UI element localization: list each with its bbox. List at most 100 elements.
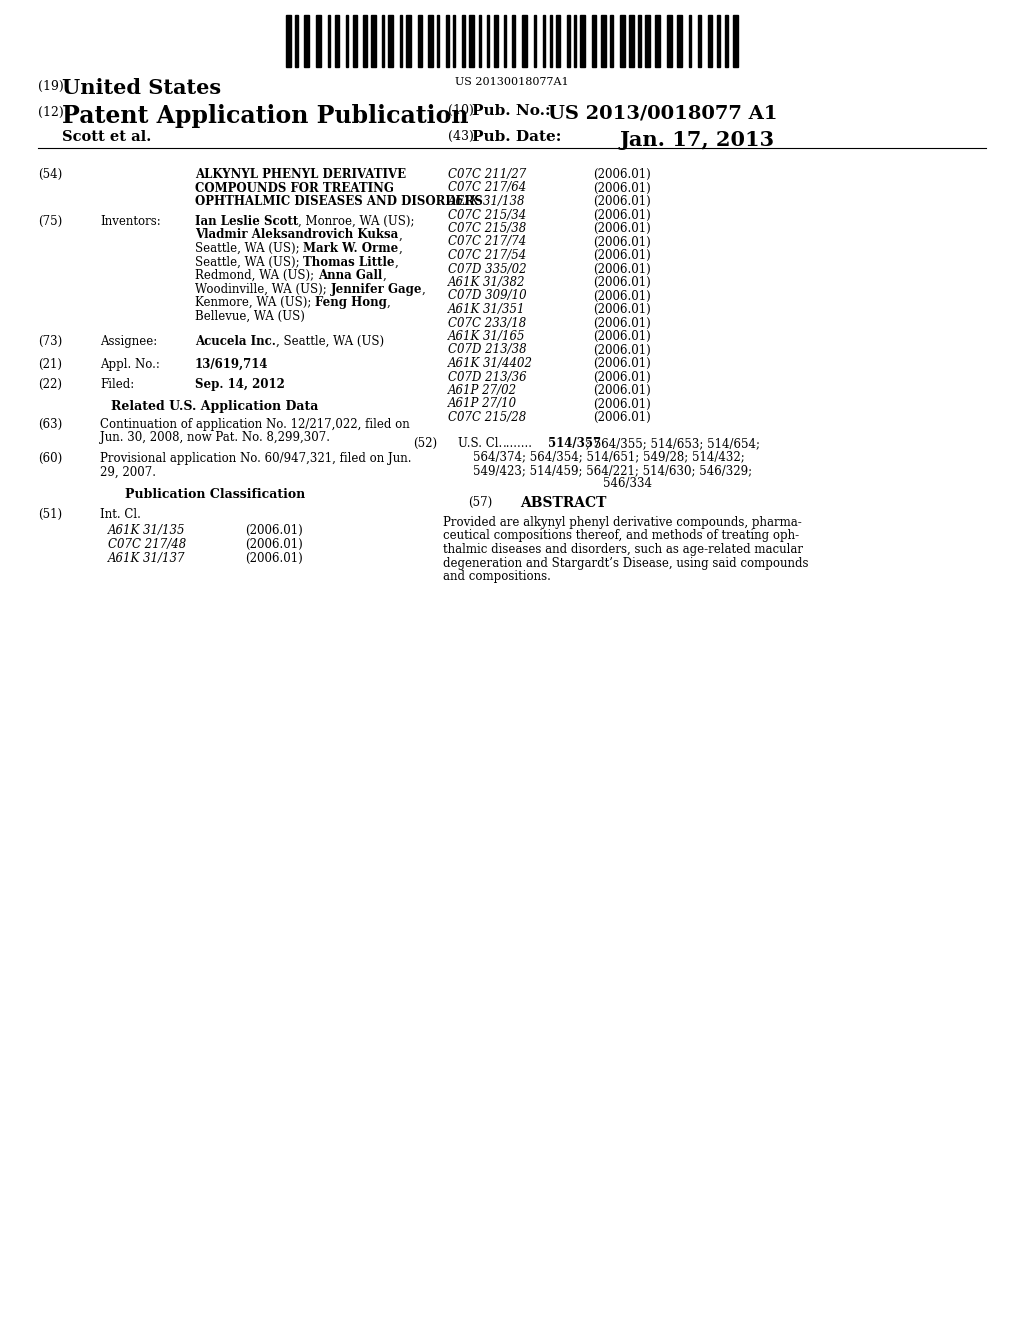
Text: Thomas Little: Thomas Little (303, 256, 395, 268)
Text: ABSTRACT: ABSTRACT (520, 496, 606, 510)
Bar (645, 15, 650, 67)
Text: US 20130018077A1: US 20130018077A1 (456, 77, 568, 87)
Text: ........: ........ (503, 437, 534, 450)
Text: Kenmore, WA (US);: Kenmore, WA (US); (195, 296, 315, 309)
Bar (388, 15, 393, 67)
Text: 13/619,714: 13/619,714 (195, 358, 268, 371)
Bar (494, 15, 498, 67)
Text: (19): (19) (38, 81, 63, 92)
Text: C07C 215/28: C07C 215/28 (449, 411, 526, 424)
Text: 514/357: 514/357 (548, 437, 601, 450)
Text: Related U.S. Application Data: Related U.S. Application Data (112, 400, 318, 413)
Text: ,: , (387, 296, 391, 309)
Text: (2006.01): (2006.01) (245, 552, 303, 565)
Text: (73): (73) (38, 335, 62, 348)
Text: C07C 233/18: C07C 233/18 (449, 317, 526, 330)
Text: (60): (60) (38, 451, 62, 465)
Bar (677, 15, 682, 67)
Text: A61P 27/10: A61P 27/10 (449, 397, 517, 411)
Text: C07C 215/38: C07C 215/38 (449, 222, 526, 235)
Text: A61P 27/02: A61P 27/02 (449, 384, 517, 397)
Text: A61K 31/137: A61K 31/137 (108, 552, 185, 565)
Bar (462, 15, 465, 67)
Text: Feng Hong: Feng Hong (315, 296, 387, 309)
Bar (556, 15, 560, 67)
Text: C07C 217/48: C07C 217/48 (108, 539, 186, 550)
Text: ,: , (398, 242, 402, 255)
Bar (316, 15, 321, 67)
Text: Pub. No.:: Pub. No.: (472, 104, 551, 117)
Text: US 2013/0018077 A1: US 2013/0018077 A1 (548, 104, 777, 121)
Bar (543, 15, 545, 67)
Bar (371, 15, 376, 67)
Text: (21): (21) (38, 358, 62, 371)
Text: (2006.01): (2006.01) (593, 330, 650, 343)
Text: Redmond, WA (US);: Redmond, WA (US); (195, 269, 317, 282)
Text: (2006.01): (2006.01) (593, 249, 650, 261)
Bar (382, 15, 384, 67)
Bar (534, 15, 536, 67)
Text: 564/374; 564/354; 514/651; 549/28; 514/432;: 564/374; 564/354; 514/651; 549/28; 514/4… (473, 450, 744, 463)
Bar (725, 15, 728, 67)
Text: A61K 31/382: A61K 31/382 (449, 276, 525, 289)
Text: A61K 31/135: A61K 31/135 (108, 524, 185, 537)
Text: A61K 31/138: A61K 31/138 (449, 195, 525, 209)
Bar (446, 15, 449, 67)
Text: (57): (57) (468, 496, 493, 510)
Bar (580, 15, 585, 67)
Text: (54): (54) (38, 168, 62, 181)
Text: C07C 217/64: C07C 217/64 (449, 181, 526, 194)
Text: (63): (63) (38, 418, 62, 432)
Bar (362, 15, 367, 67)
Bar (346, 15, 348, 67)
Text: United States: United States (62, 78, 221, 98)
Bar (567, 15, 570, 67)
Text: Bellevue, WA (US): Bellevue, WA (US) (195, 309, 305, 322)
Bar (295, 15, 298, 67)
Bar (353, 15, 357, 67)
Text: Mark W. Orme: Mark W. Orme (303, 242, 398, 255)
Text: Vladmir Aleksandrovich Kuksa: Vladmir Aleksandrovich Kuksa (195, 228, 398, 242)
Text: A61K 31/4402: A61K 31/4402 (449, 356, 534, 370)
Text: C07D 309/10: C07D 309/10 (449, 289, 526, 302)
Text: (2006.01): (2006.01) (593, 209, 650, 222)
Bar (708, 15, 712, 67)
Text: (2006.01): (2006.01) (593, 168, 650, 181)
Text: (10): (10) (449, 104, 474, 117)
Bar (428, 15, 433, 67)
Text: (52): (52) (413, 437, 437, 450)
Bar (328, 15, 330, 67)
Bar (512, 15, 515, 67)
Text: 549/423; 514/459; 564/221; 514/630; 546/329;: 549/423; 514/459; 564/221; 514/630; 546/… (473, 465, 752, 477)
Text: Scott et al.: Scott et al. (62, 129, 152, 144)
Text: Jan. 17, 2013: Jan. 17, 2013 (620, 129, 775, 150)
Text: C07C 215/34: C07C 215/34 (449, 209, 526, 222)
Text: Seattle, WA (US);: Seattle, WA (US); (195, 242, 303, 255)
Bar (469, 15, 474, 67)
Bar (620, 15, 625, 67)
Text: (12): (12) (38, 106, 63, 119)
Text: (2006.01): (2006.01) (593, 317, 650, 330)
Text: Provisional application No. 60/947,321, filed on Jun.: Provisional application No. 60/947,321, … (100, 451, 412, 465)
Text: Int. Cl.: Int. Cl. (100, 508, 141, 521)
Text: C07C 217/74: C07C 217/74 (449, 235, 526, 248)
Text: (22): (22) (38, 378, 62, 391)
Text: ALKYNYL PHENYL DERIVATIVE: ALKYNYL PHENYL DERIVATIVE (195, 168, 407, 181)
Text: Pub. Date:: Pub. Date: (472, 129, 561, 144)
Bar (286, 15, 291, 67)
Bar (601, 15, 606, 67)
Text: ,: , (395, 256, 398, 268)
Bar (479, 15, 481, 67)
Text: COMPOUNDS FOR TREATING: COMPOUNDS FOR TREATING (195, 181, 394, 194)
Text: 29, 2007.: 29, 2007. (100, 466, 156, 479)
Text: Sep. 14, 2012: Sep. 14, 2012 (195, 378, 285, 391)
Bar (638, 15, 641, 67)
Text: Appl. No.:: Appl. No.: (100, 358, 160, 371)
Text: C07D 335/02: C07D 335/02 (449, 263, 526, 276)
Text: C07C 217/54: C07C 217/54 (449, 249, 526, 261)
Bar (574, 15, 575, 67)
Text: 546/334: 546/334 (603, 478, 652, 491)
Bar (592, 15, 596, 67)
Text: (2006.01): (2006.01) (593, 276, 650, 289)
Text: Woodinville, WA (US);: Woodinville, WA (US); (195, 282, 331, 296)
